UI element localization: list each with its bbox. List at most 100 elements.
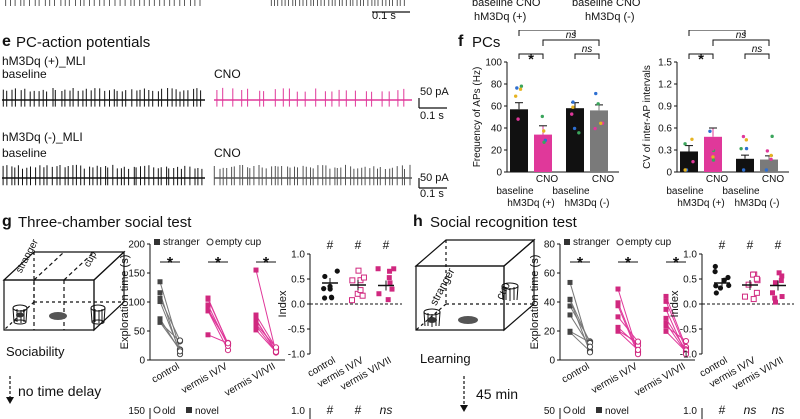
f-dot-0-1-2 <box>543 149 548 153</box>
h-index-point-0-2 <box>713 290 719 296</box>
cup-left-icon <box>12 304 28 325</box>
h-index-point-0-6 <box>721 277 727 283</box>
f-group-0-1: hM3Dq (-) <box>564 198 609 209</box>
g-index-point-2-5 <box>385 297 391 303</box>
h-next-mark-2: ns <box>772 403 785 417</box>
h-caption: Learning <box>420 351 471 366</box>
g-stranger-point-1-5 <box>205 302 211 308</box>
panel-g-title: Three-chamber social test <box>18 214 192 231</box>
f-ytick-label-0-2: 40 <box>491 124 503 135</box>
h-sig-2: * <box>673 255 680 272</box>
g-index-point-2-2 <box>389 286 395 292</box>
f-ytick-label-1-5: 1.5 <box>658 58 672 69</box>
h-stranger-point-1-1 <box>615 300 621 306</box>
f-xlabel-1-3: CNO <box>762 174 784 185</box>
top-legend-b: baseline CNO <box>572 0 641 9</box>
g-pair-line-1-2 <box>207 310 229 351</box>
h-dashed-arrow <box>460 376 468 412</box>
g-xlabel-2: vermis VI/VII <box>223 361 278 399</box>
g-next-legend-b: novel <box>195 406 219 417</box>
h-pair-line-2-3 <box>665 330 687 353</box>
f-dot-0-0-1 <box>519 84 524 88</box>
g-index-point-2-6 <box>391 266 397 272</box>
g-legend-b: empty cup <box>215 237 262 248</box>
f-xlabel-0-0: baseline <box>496 186 534 197</box>
g-sig-2: * <box>263 255 270 272</box>
g-legend-a: stranger <box>163 237 200 248</box>
h-ytick-label-4: 80 <box>544 240 556 251</box>
f-dot-1-2-4 <box>741 168 746 172</box>
h-pair-group-1: * vermis IV/V <box>590 255 642 396</box>
panel-f-letter: f <box>458 33 464 50</box>
g-pair-line-0-0 <box>159 281 181 350</box>
h-ytick-label-0: 0 <box>549 356 555 367</box>
g-stranger-point-1-2 <box>205 308 211 314</box>
e-scale-amp-1: 50 pA <box>420 86 449 98</box>
f-ytick-label-1-3: 0.9 <box>658 102 672 113</box>
g-stranger-point-0-0 <box>157 279 163 285</box>
h-pair-line-0-0 <box>569 282 591 351</box>
h-index-point-2-2 <box>772 280 778 286</box>
h-index-tick-label-1: -0.5 <box>680 325 698 336</box>
g-pair-line-0-4 <box>159 321 181 351</box>
g-cup-point-0-6 <box>176 348 184 355</box>
h-index-point-1-4 <box>750 296 757 303</box>
f-bracket-a-0 <box>518 53 544 59</box>
top-group-a: hM3Dq (+) <box>474 11 527 23</box>
g-index-point-2-1 <box>387 268 393 274</box>
f-dot-1-2-0 <box>744 146 749 151</box>
h-stranger-point-1-6 <box>615 314 621 320</box>
trace-cno-minus-spikes <box>213 164 411 186</box>
g-index-tick-label-4: 1.0 <box>291 250 305 261</box>
f-bracket-a-1 <box>688 53 714 59</box>
h-index-point-0-5 <box>713 283 719 289</box>
f-dot-1-2-1 <box>741 134 746 139</box>
g-pair-line-1-6 <box>207 334 229 344</box>
h-index-point-0-7 <box>726 282 732 289</box>
h-next-legend-a: old <box>572 406 585 417</box>
trace-baseline-minus-spikes <box>2 164 203 186</box>
g-index-point-1-0 <box>349 277 356 284</box>
panel-g-letter: g <box>2 213 12 230</box>
h-cup-right-icon <box>501 282 519 301</box>
f-dot-0-0-2 <box>515 86 519 90</box>
panel-g-charts: 0 50 100 150 200 Exploration time (s) stranger… <box>120 237 402 419</box>
f-sig-d-1: * <box>724 30 730 34</box>
f-ns-b-1: ns <box>752 44 763 55</box>
panel-e-baseline1: baseline <box>2 67 47 81</box>
g-index-point-2-3 <box>386 275 392 281</box>
g-index-point-0-5 <box>329 295 335 301</box>
g-stranger-point-0-6 <box>157 299 163 305</box>
h-cup-point-1-5 <box>634 346 642 353</box>
f-dot-0-3-4 <box>593 126 597 131</box>
f-xlabel-1-1: CNO <box>706 174 728 185</box>
g-stranger-point-0-1 <box>157 316 163 322</box>
g-cup-point-1-6 <box>224 340 232 347</box>
f-bar-1-3 <box>760 159 778 172</box>
f-xlabel-0-3: CNO <box>592 174 614 185</box>
h-sig-0: * <box>577 255 584 272</box>
h-ytick-label-1: 20 <box>544 327 556 338</box>
g-next-mark-1: # <box>355 403 362 417</box>
g-index-point-1-6 <box>360 274 367 281</box>
f-ytick-label-0-5: 100 <box>485 58 502 69</box>
g-index-point-2-4 <box>375 266 381 272</box>
h-index-point-1-0 <box>741 293 748 300</box>
f-bar-0-1 <box>534 134 552 172</box>
h-pair-line-2-1 <box>665 301 687 350</box>
panel-e-group1: hM3Dq (+)_MLI <box>2 54 86 68</box>
h-index-point-1-3 <box>750 271 757 278</box>
h-index-point-2-3 <box>776 270 782 276</box>
panel-e-baseline2: baseline <box>2 146 47 160</box>
h-index-point-2-4 <box>769 290 775 296</box>
panel-e-title: PC-action potentials <box>16 34 151 51</box>
g-pair-line-0-5 <box>159 298 181 341</box>
f-bracket-b-0 <box>574 53 600 59</box>
h-pair-line-0-5 <box>569 299 591 344</box>
g-index-tick-label-1: -0.5 <box>288 325 306 336</box>
panel-e-letter: e <box>2 33 11 50</box>
h-cup-point-2-5 <box>682 351 690 358</box>
f-dot-1-3-4 <box>765 149 770 153</box>
f-dot-0-2-4 <box>571 100 575 104</box>
g-stranger-point-0-4 <box>157 319 163 325</box>
